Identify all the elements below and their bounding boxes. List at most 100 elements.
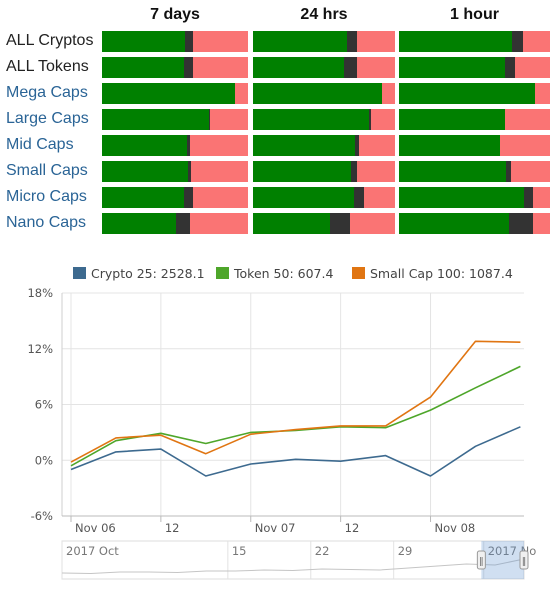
legend-swatch [73,267,86,279]
navigator-date-label: 22 [315,544,330,558]
navigator-handle [519,550,529,570]
x-axis: Nov 06 12 Nov 07 12 Nov 08 [62,515,524,535]
series-line-small-cap-100 [70,340,521,463]
navigator-date-label: 15 [232,544,247,558]
x-tick-label: Nov 06 [75,521,116,535]
bar-flat-segment [183,187,193,208]
y-tick-label: 18% [27,286,53,300]
bar-up-segment [399,161,507,182]
bar-up-segment [253,109,370,130]
column-header-1-hour: 1 hour [450,6,499,23]
bar-flat-segment [183,57,193,78]
bar-flat-segment [524,187,534,208]
bar-up-segment [102,57,184,78]
plot-area [61,292,524,517]
bar-down-segment [534,83,550,104]
row-label-micro-caps[interactable]: Micro Caps [6,188,87,205]
bar-flat-segment [353,187,364,208]
bar-up-segment [399,213,510,234]
bar-down-segment [504,109,550,130]
bar-down-segment [192,31,248,52]
y-axis: -6% 0% 6% 12% 18% [27,286,53,523]
breadth-bar [102,213,248,234]
bar-down-segment [510,161,550,182]
y-tick-label: 12% [27,342,53,356]
chart-legend: Crypto 25: 2528.1 Token 50: 607.4 Small Ca… [73,266,513,281]
bar-flat-segment [512,31,523,52]
bar-down-segment [382,83,395,104]
breadth-bar [253,109,395,130]
row-label-mid-caps[interactable]: Mid Caps [6,136,74,153]
bar-up-segment [399,135,501,156]
navigator-handle [476,550,486,570]
bar-up-segment [399,31,513,52]
breadth-bar [253,57,395,78]
breadth-bar [253,187,395,208]
bar-flat-segment [188,161,192,182]
bar-down-segment [356,31,395,52]
breadth-bar [253,213,395,234]
bar-down-segment [192,187,248,208]
range-navigator[interactable]: 2017 Oct1522292017 No‖‖ [61,540,536,580]
bar-down-segment [500,135,550,156]
series-line-crypto-25 [70,426,521,477]
breadth-bar [102,161,248,182]
bar-down-segment [533,187,550,208]
bar-down-segment [189,135,248,156]
bar-up-segment [253,187,354,208]
breadth-bar [399,187,550,208]
column-header-7-days: 7 days [150,6,200,23]
bar-up-segment [253,83,383,104]
row-label-large-caps[interactable]: Large Caps [6,110,89,127]
bar-flat-segment [186,135,190,156]
breadth-bar [102,109,248,130]
bar-up-segment [102,161,189,182]
index-line-chart: Crypto 25: 2528.1 Token 50: 607.4 Small Ca… [27,266,536,580]
bar-down-segment [356,161,395,182]
bar-down-segment [191,161,248,182]
row-label-mega-caps[interactable]: Mega Caps [6,84,88,101]
bar-up-segment [399,187,525,208]
bar-up-segment [102,31,186,52]
x-tick-label: Nov 08 [435,521,476,535]
breadth-bar [253,31,395,52]
x-tick-label: Nov 07 [255,521,296,535]
bar-up-segment [102,213,177,234]
bar-up-segment [102,135,187,156]
navigator-handle-grip-icon: ‖ [479,557,484,567]
row-label-nano-caps[interactable]: Nano Caps [6,214,87,231]
bar-up-segment [102,187,184,208]
breadth-bar [102,31,248,52]
legend-label: Small Cap 100: 1087.4 [370,266,513,281]
bar-up-segment [253,31,347,52]
x-tick-label: 12 [165,521,180,535]
bar-up-segment [253,213,330,234]
breadth-bar [399,57,550,78]
breadth-bar [253,135,395,156]
legend-label: Token 50: 607.4 [233,266,333,281]
row-label-all-cryptos: ALL Cryptos [6,32,94,49]
bar-flat-segment [185,31,193,52]
legend-swatch [352,267,365,279]
bar-up-segment [102,83,235,104]
bar-down-segment [533,213,550,234]
breadth-bar [399,135,550,156]
navigator-date-label: 2017 Oct [66,544,119,558]
market-breadth-table: 7 days 24 hrs 1 hour ALL Cryptos ALL Toke… [0,0,559,240]
breadth-bar [399,31,550,52]
bar-flat-segment [355,135,360,156]
breadth-bar [399,83,550,104]
navigator-trend-line [61,558,525,575]
bar-flat-segment [208,109,211,130]
bar-down-segment [370,109,395,130]
bar-flat-segment [343,57,357,78]
breadth-bar [102,135,248,156]
legend-swatch [216,267,229,279]
row-label-small-caps[interactable]: Small Caps [6,162,88,179]
y-tick-label: 0% [35,453,53,467]
breadth-bar [253,83,395,104]
legend-label: Crypto 25: 2528.1 [91,266,205,281]
bar-flat-segment [509,213,534,234]
bar-up-segment [102,109,209,130]
row-label-all-tokens: ALL Tokens [6,58,89,75]
